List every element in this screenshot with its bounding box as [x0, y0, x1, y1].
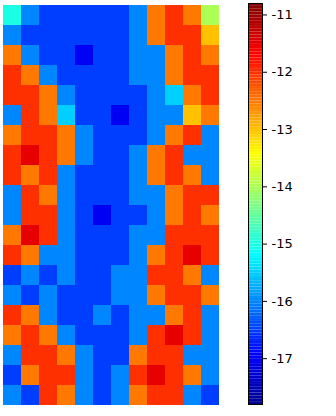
svg-text:-17: -17	[272, 351, 293, 366]
svg-text:-14: -14	[272, 179, 293, 194]
svg-text:-11: -11	[272, 7, 293, 22]
svg-text:-16: -16	[272, 294, 293, 309]
svg-text:-12: -12	[272, 64, 293, 79]
svg-text:-15: -15	[272, 236, 293, 251]
svg-text:-13: -13	[272, 122, 293, 137]
